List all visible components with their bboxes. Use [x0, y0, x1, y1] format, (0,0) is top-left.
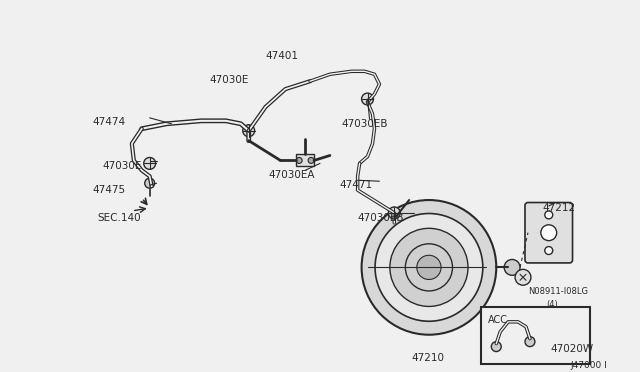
Text: 47020W: 47020W: [551, 344, 594, 354]
Circle shape: [545, 247, 553, 254]
Text: 47030EA: 47030EA: [269, 170, 315, 180]
Circle shape: [296, 157, 302, 163]
Circle shape: [541, 225, 557, 241]
Text: SEC.140: SEC.140: [97, 213, 141, 223]
Bar: [481, 307, 590, 365]
Circle shape: [504, 259, 520, 275]
Text: 47030EB: 47030EB: [342, 119, 388, 129]
Text: 47401: 47401: [266, 51, 298, 61]
Circle shape: [145, 178, 155, 188]
Text: N08911-I08LG: N08911-I08LG: [528, 287, 588, 296]
Circle shape: [417, 255, 441, 279]
Text: 47030E: 47030E: [209, 75, 248, 85]
Circle shape: [545, 211, 553, 219]
Circle shape: [308, 157, 314, 163]
Bar: [296, 154, 314, 166]
Circle shape: [525, 337, 535, 347]
Circle shape: [362, 200, 496, 335]
Text: 47474: 47474: [92, 117, 125, 127]
Circle shape: [144, 157, 156, 169]
Text: 47030EB: 47030EB: [358, 213, 404, 223]
Text: 47212: 47212: [543, 203, 576, 213]
Circle shape: [492, 341, 501, 352]
Text: 47210: 47210: [411, 353, 444, 363]
Text: J47000 I: J47000 I: [570, 362, 607, 371]
Text: 47475: 47475: [92, 185, 125, 195]
Circle shape: [362, 93, 374, 105]
Circle shape: [390, 228, 468, 307]
Text: (4): (4): [546, 300, 557, 309]
Circle shape: [375, 214, 483, 321]
FancyBboxPatch shape: [525, 202, 573, 263]
Text: 47471: 47471: [340, 180, 373, 190]
Circle shape: [388, 207, 400, 219]
Text: ACC: ACC: [488, 315, 508, 325]
Text: 47030E: 47030E: [102, 161, 141, 171]
Circle shape: [515, 269, 531, 285]
Circle shape: [243, 125, 255, 137]
